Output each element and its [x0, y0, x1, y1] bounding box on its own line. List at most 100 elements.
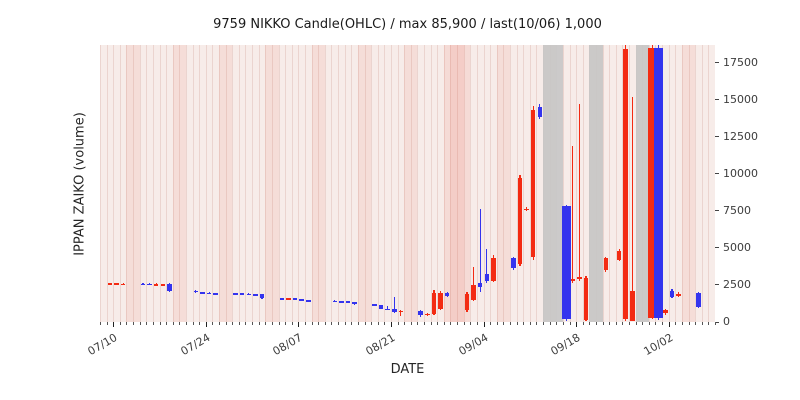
candle-body [299, 299, 304, 301]
candle-body [306, 300, 311, 302]
day-gridline [496, 45, 498, 322]
candle-body [431, 293, 437, 314]
day-gridline [483, 45, 485, 322]
candle-body [332, 300, 337, 303]
x-minor-tick [688, 322, 690, 325]
x-tick-mark [298, 322, 300, 327]
day-gridline [569, 45, 571, 322]
day-gridline [371, 45, 373, 322]
x-minor-tick [285, 322, 287, 325]
day-gridline [476, 45, 478, 322]
weekend-band [688, 45, 696, 322]
candle-body [378, 305, 384, 309]
x-minor-tick [331, 322, 333, 325]
weekend-band [133, 45, 140, 322]
x-minor-tick [648, 322, 650, 325]
red-band [443, 45, 471, 322]
x-minor-tick [126, 322, 128, 325]
candle-body [663, 310, 668, 314]
day-gridline [278, 45, 280, 322]
x-minor-tick [457, 322, 459, 325]
y-tick-label: 5000 [723, 240, 751, 254]
day-gridline [437, 45, 439, 322]
candle-body [147, 283, 152, 286]
candle-body [385, 308, 390, 311]
candle-body [398, 310, 404, 313]
day-gridline [424, 45, 426, 322]
x-minor-tick [715, 322, 716, 325]
weekend-band [457, 45, 464, 322]
weekend-band [450, 45, 458, 322]
weekend-band [219, 45, 226, 322]
day-gridline [271, 45, 273, 322]
day-gridline [430, 45, 432, 322]
day-gridline [390, 45, 392, 322]
candle-body [200, 292, 205, 294]
day-gridline [265, 45, 267, 322]
candle-body [647, 47, 657, 318]
day-gridline [490, 45, 492, 322]
day-gridline [252, 45, 254, 322]
candle-wick [486, 249, 488, 284]
x-minor-tick [437, 322, 439, 325]
x-minor-tick [615, 322, 617, 325]
candle-body [471, 284, 476, 300]
x-minor-tick [589, 322, 591, 325]
x-minor-tick [404, 322, 406, 325]
weekend-band [271, 45, 279, 322]
candle-body [167, 284, 172, 291]
weekend-band [404, 45, 411, 322]
x-tick-mark [390, 322, 392, 327]
x-minor-tick [219, 322, 221, 325]
weekend-band [496, 45, 504, 322]
candle-body [630, 290, 635, 321]
weekend-band [503, 45, 510, 322]
day-gridline [576, 45, 578, 322]
candle-body [352, 302, 357, 305]
x-minor-tick [708, 322, 710, 325]
candle-body [193, 290, 199, 293]
x-minor-tick [238, 322, 240, 325]
y-tick-mark [715, 321, 719, 323]
day-gridline [510, 45, 511, 322]
candle-body [676, 293, 681, 297]
day-gridline [529, 45, 531, 322]
x-minor-tick [549, 322, 551, 325]
x-minor-tick [291, 322, 293, 325]
candle-body [233, 293, 238, 295]
day-gridline [463, 45, 465, 322]
candle-body [339, 301, 344, 303]
day-gridline [152, 45, 154, 322]
candle-wick [631, 96, 633, 322]
day-gridline [516, 45, 518, 322]
candle-body [392, 308, 397, 312]
candle-body [444, 293, 450, 297]
day-gridline [404, 45, 406, 322]
x-minor-tick [245, 322, 247, 325]
day-gridline [609, 45, 611, 322]
x-minor-tick [476, 322, 478, 325]
x-tick-mark [668, 322, 670, 327]
day-gridline [238, 45, 240, 322]
candle-wick [400, 310, 402, 317]
candle-body [654, 47, 664, 318]
x-minor-tick [232, 322, 234, 325]
x-minor-tick [629, 322, 631, 325]
x-minor-tick [139, 322, 141, 325]
day-gridline [357, 45, 359, 322]
candle-body [140, 283, 146, 286]
day-gridline [212, 45, 214, 322]
x-minor-tick [516, 322, 518, 325]
candle-body [484, 273, 490, 282]
x-minor-tick [371, 322, 373, 325]
candle-body [107, 283, 113, 286]
candle-wick [393, 296, 395, 313]
x-minor-tick [351, 322, 353, 325]
day-gridline [205, 45, 207, 322]
candle-body [464, 293, 470, 311]
x-minor-tick [701, 322, 703, 325]
x-minor-tick [311, 322, 313, 325]
x-minor-tick [212, 322, 214, 325]
x-minor-tick [556, 322, 558, 325]
y-tick-label: 7500 [723, 203, 751, 217]
